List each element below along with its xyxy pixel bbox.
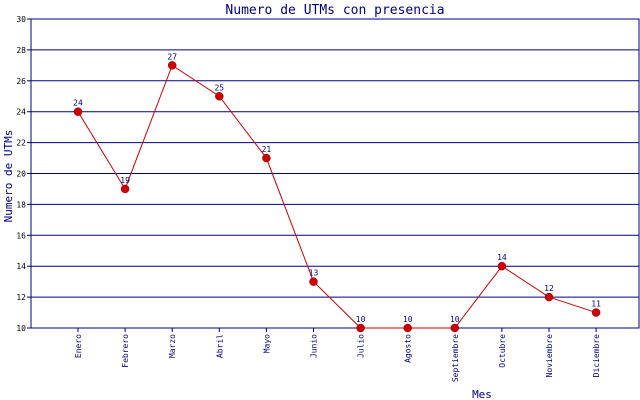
x-tick-label: Julio: [357, 334, 366, 358]
data-label: 21: [262, 145, 272, 154]
y-tick-label: 24: [16, 108, 26, 117]
x-tick-label: Septiembre: [451, 334, 460, 382]
chart-title: Numero de UTMs con presencia: [225, 3, 444, 18]
data-label: 13: [309, 269, 319, 278]
x-tick-label: Octubre: [498, 334, 507, 368]
x-tick-label: Febrero: [121, 334, 130, 368]
data-point: [73, 107, 83, 116]
y-tick-label: 10: [16, 324, 26, 333]
data-label: 11: [591, 300, 601, 309]
data-point: [215, 92, 224, 101]
data-label: 12: [544, 284, 554, 293]
x-tick-label: Noviembre: [545, 334, 554, 378]
data-point: [167, 61, 177, 70]
data-point: [309, 277, 318, 286]
data-label: 24: [73, 99, 83, 108]
data-point: [497, 261, 507, 271]
y-tick-label: 26: [16, 77, 26, 86]
data-point: [356, 323, 365, 333]
data-point: [450, 323, 460, 333]
x-tick-label: Enero: [74, 334, 83, 358]
y-axis-ticks: 10 12 14 16 18 20 22 24 26 28 30: [16, 15, 31, 333]
y-axis-label: Numero de UTMs: [2, 130, 15, 223]
y-tick-label: 28: [16, 46, 26, 55]
y-tick-label: 30: [16, 15, 26, 24]
x-tick-label: Mayo: [262, 334, 271, 353]
data-label: 27: [167, 52, 177, 61]
x-tick-label: Abril: [215, 334, 224, 358]
x-axis-label: Mes: [472, 388, 492, 400]
y-tick-label: 16: [16, 231, 26, 240]
series-line: [77, 64, 597, 329]
y-tick-label: 18: [16, 200, 26, 209]
y-tick-label: 22: [16, 139, 26, 148]
data-label: 14: [497, 253, 507, 262]
data-labels: 24 19 27 25 21 13 10 10 10 14 12 11: [73, 52, 601, 324]
data-label: 10: [450, 315, 460, 324]
data-label: 19: [120, 176, 130, 185]
x-tick-label: Diciembre: [592, 334, 601, 378]
data-point: [544, 292, 554, 302]
x-tick-label: Marzo: [168, 334, 177, 358]
data-point: [591, 308, 601, 317]
data-point: [403, 323, 412, 333]
data-point: [262, 153, 271, 163]
y-tick-label: 20: [16, 170, 26, 179]
y-tick-label: 12: [16, 293, 26, 302]
data-point: [120, 184, 130, 194]
x-tick-label: Junio: [310, 334, 319, 358]
series-polyline: [77, 64, 597, 329]
data-label: 25: [214, 83, 224, 92]
y-tick-label: 14: [16, 262, 26, 271]
data-label: 10: [403, 315, 413, 324]
grid-lines: [31, 18, 639, 329]
x-axis-ticks: Enero Febrero Marzo Abril Mayo Junio Julio Agos…: [74, 328, 601, 382]
data-label: 10: [356, 315, 366, 324]
series-markers: [73, 61, 601, 333]
x-tick-label: Agosto: [404, 334, 413, 363]
